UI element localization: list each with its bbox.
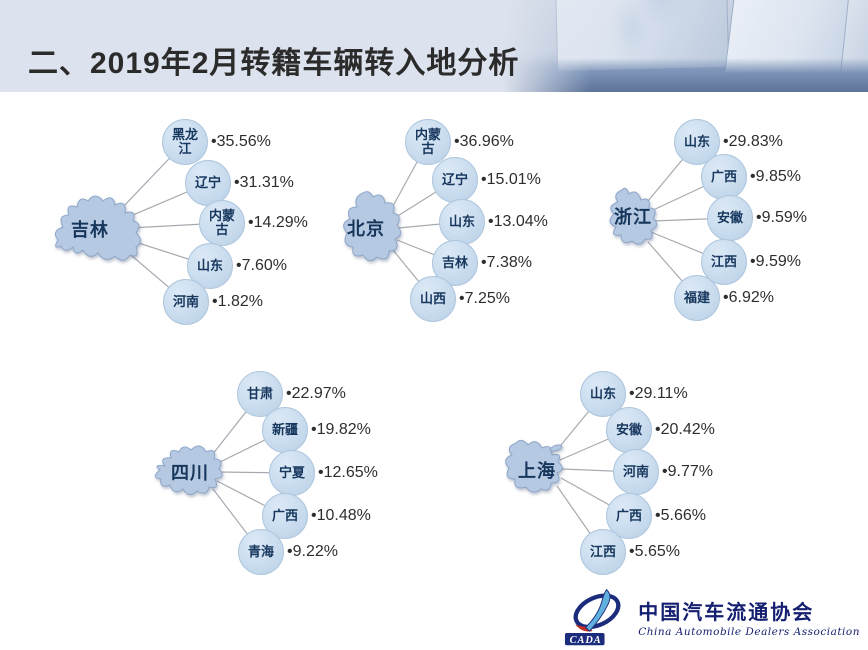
org-name-block: 中国汽车流通协会 China Automobile Dealers Associ… (638, 596, 860, 638)
satellite-beijing-liaoning: 辽宁 •15.01% (432, 157, 541, 203)
satellite-jilin-shandong: 山东 •7.60% (187, 243, 287, 289)
share-value: •22.97% (286, 385, 346, 402)
share-value: •5.65% (629, 543, 680, 560)
map-sichuan (154, 445, 223, 495)
map-jilin (54, 195, 141, 261)
hub-label-jilin: 吉林 (71, 220, 109, 240)
province-bubble: 安徽 (606, 407, 652, 453)
province-bubble: 新疆 (262, 407, 308, 453)
share-value: •6.92% (723, 289, 774, 306)
satellite-zhejiang-guangxi: 广西 •9.85% (701, 154, 801, 200)
share-value: •35.56% (211, 133, 271, 150)
satellite-zhejiang-anhui: 安徽 •9.59% (707, 195, 807, 241)
province-bubble: 河南 (613, 449, 659, 495)
satellite-beijing-shanxi: 山西 •7.25% (410, 276, 510, 322)
header-cubes-image (503, 0, 868, 92)
share-value: •10.48% (311, 507, 371, 524)
province-bubble: 山东 (674, 119, 720, 165)
satellite-beijing-jilin: 吉林 •7.38% (432, 240, 532, 286)
share-value: •12.65% (318, 464, 378, 481)
satellite-jilin-henan: 河南 •1.82% (163, 279, 263, 325)
satellite-zhejiang-shandong: 山东 •29.83% (674, 119, 783, 165)
share-value: •5.66% (655, 507, 706, 524)
province-bubble: 内蒙古 (405, 119, 451, 165)
share-value: •7.60% (236, 257, 287, 274)
map-beijing (343, 191, 401, 261)
logo-ellipse (573, 593, 621, 630)
share-value: •9.77% (662, 463, 713, 480)
satellite-shanghai-henan: 河南 •9.77% (613, 449, 713, 495)
satellite-beijing-shandong: 山东 •13.04% (439, 199, 548, 245)
slide-header (0, 0, 868, 92)
share-value: •7.25% (459, 290, 510, 307)
page-title: 二、2019年2月转籍车辆转入地分析 (28, 47, 520, 80)
satellite-sichuan-ningxia: 宁夏 •12.65% (269, 450, 378, 496)
share-value: •9.22% (287, 543, 338, 560)
logo-acronym-box (565, 633, 605, 646)
satellite-sichuan-qinghai: 青海 •9.22% (238, 529, 338, 575)
province-bubble: 山西 (410, 276, 456, 322)
province-bubble: 黑龙江 (162, 119, 208, 165)
share-value: •7.38% (481, 254, 532, 271)
province-bubble: 宁夏 (269, 450, 315, 496)
hub-label-beijing: 北京 (347, 219, 385, 239)
share-value: •29.11% (629, 385, 688, 402)
share-value: •31.31% (234, 174, 294, 191)
province-bubble: 内蒙古 (199, 200, 245, 246)
logo-quill (585, 588, 611, 632)
satellite-jilin-heilongjiang: 黑龙江 •35.56% (162, 119, 271, 165)
share-value: •9.59% (750, 253, 801, 270)
province-bubble: 辽宁 (432, 157, 478, 203)
province-bubble: 江西 (580, 529, 626, 575)
share-value: •1.82% (212, 293, 263, 310)
share-value: •29.83% (723, 133, 783, 150)
satellite-zhejiang-fujian: 福建 •6.92% (674, 275, 774, 321)
province-bubble: 河南 (163, 279, 209, 325)
hub-label-zhejiang: 浙江 (614, 207, 652, 227)
satellite-zhejiang-jiangxi: 江西 •9.59% (701, 239, 801, 285)
share-value: •20.42% (655, 421, 715, 438)
share-value: •19.82% (311, 421, 371, 438)
org-name-en: China Automobile Dealers Association (638, 626, 860, 638)
province-bubble: 广西 (606, 493, 652, 539)
org-name-cn: 中国汽车流通协会 (638, 600, 815, 624)
province-bubble: 安徽 (707, 195, 753, 241)
province-bubble: 江西 (701, 239, 747, 285)
province-bubble: 辽宁 (185, 160, 231, 206)
logo-acronym: CADA (570, 635, 602, 646)
share-value: •15.01% (481, 171, 541, 188)
cada-logo-mark: CADA (565, 588, 621, 646)
map-shanghai (505, 439, 563, 493)
hub-label-shanghai: 上海 (518, 461, 556, 481)
satellite-shanghai-jiangxi: 江西 •5.65% (580, 529, 680, 575)
share-value: •13.04% (488, 213, 548, 230)
satellite-shanghai-guangxi: 广西 •5.66% (606, 493, 706, 539)
satellite-jilin-neimenggu: 内蒙古 •14.29% (199, 200, 308, 246)
share-value: •9.85% (750, 168, 801, 185)
share-value: •14.29% (248, 214, 308, 231)
satellite-shanghai-anhui: 安徽 •20.42% (606, 407, 715, 453)
map-zhejiang (609, 187, 657, 245)
satellite-sichuan-gansu: 甘肃 •22.97% (237, 371, 346, 417)
satellite-sichuan-xinjiang: 新疆 •19.82% (262, 407, 371, 453)
cada-logo: CADA 中国汽车流通协会 China Automobile Dealers A… (564, 586, 860, 648)
share-value: •36.96% (454, 133, 514, 150)
province-bubble: 广西 (701, 154, 747, 200)
share-value: •9.59% (756, 209, 807, 226)
satellite-beijing-neimenggu: 内蒙古 •36.96% (405, 119, 514, 165)
province-bubble: 山东 (439, 199, 485, 245)
satellite-jilin-liaoning: 辽宁 •31.31% (185, 160, 294, 206)
map-island (549, 444, 563, 452)
province-bubble: 福建 (674, 275, 720, 321)
province-bubble: 青海 (238, 529, 284, 575)
hub-label-sichuan: 四川 (171, 463, 209, 483)
province-bubble: 吉林 (432, 240, 478, 286)
